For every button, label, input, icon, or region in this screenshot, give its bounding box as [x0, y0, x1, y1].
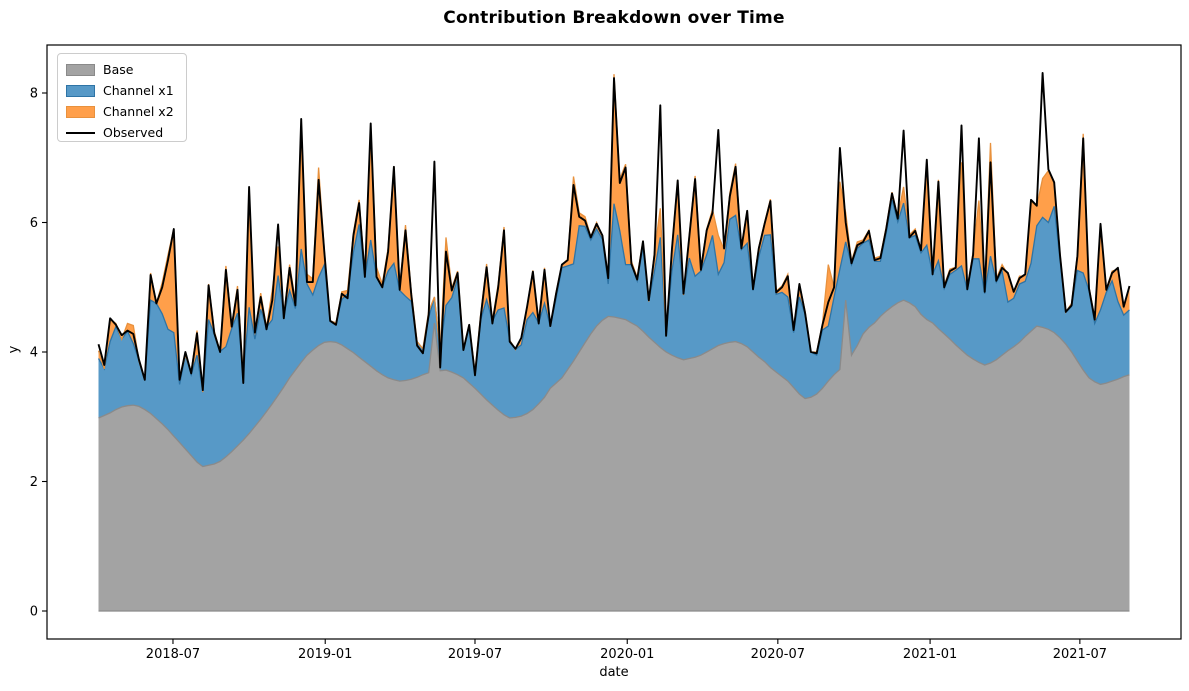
y-tick-label: 4 — [30, 346, 38, 361]
x-tick-label: 2021-07 — [1053, 647, 1107, 662]
x-tick-label: 2019-01 — [298, 647, 352, 662]
y-tick-label: 2 — [30, 475, 38, 490]
observed-line — [97, 71, 1131, 392]
area-channel-x1 — [98, 199, 1130, 467]
legend-item-channel-x2: Channel x2 — [66, 101, 186, 122]
edge-channel-x1 — [97, 199, 1130, 393]
x-axis-label: date — [599, 665, 629, 680]
legend-label: Base — [103, 62, 134, 77]
x-tick-label: 2018-07 — [146, 647, 200, 662]
legend-patch-swatch — [66, 84, 95, 97]
x-tick-label: 2020-01 — [600, 647, 654, 662]
area-base — [98, 300, 1130, 611]
axes-spines — [46, 44, 1182, 640]
legend-label: Channel x2 — [103, 104, 174, 119]
legend-item-base: Base — [66, 59, 186, 80]
y-axis-label: y — [6, 345, 22, 354]
legend-patch-swatch — [66, 105, 95, 118]
y-tick-label: 8 — [30, 87, 38, 102]
x-tick-label: 2020-07 — [751, 647, 805, 662]
legend-item-channel-x1: Channel x1 — [66, 80, 186, 101]
chart-title: Contribution Breakdown over Time — [443, 8, 785, 28]
x-tick-label: 2021-01 — [903, 647, 957, 662]
legend-label: Observed — [103, 125, 164, 140]
legend-label: Channel x1 — [103, 83, 174, 98]
y-tick-label: 0 — [30, 605, 38, 620]
legend-line-swatch — [66, 131, 95, 134]
legend-item-observed: Observed — [66, 122, 186, 143]
edge-base — [98, 299, 1130, 468]
x-tick-label: 2019-07 — [448, 647, 502, 662]
y-tick-label: 6 — [30, 216, 38, 231]
legend: Base Channel x1 Channel x2 Observed — [57, 53, 187, 142]
legend-patch-swatch — [66, 63, 95, 76]
